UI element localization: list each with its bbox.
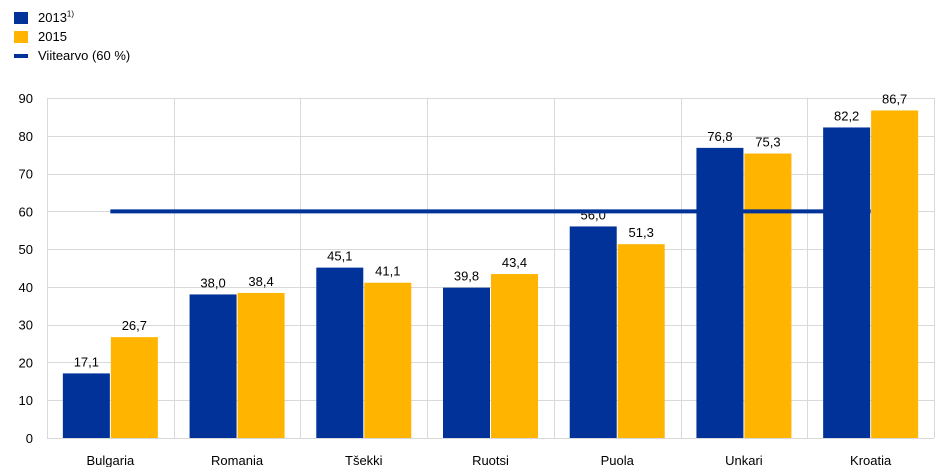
bar-2015 [744,153,792,439]
y-tick-label: 30 [19,318,33,333]
data-label: 26,7 [122,318,147,333]
data-label: 38,0 [200,275,225,290]
legend-label-2015: 2015 [38,29,67,44]
legend-swatch-2015 [14,30,28,43]
y-tick-label: 0 [26,431,33,446]
legend-item-2013: 20131) [14,8,130,27]
data-label: 76,8 [707,129,732,144]
y-tick-label: 80 [19,129,33,144]
data-label: 75,3 [755,135,780,150]
data-label: 86,7 [882,91,907,106]
data-label: 39,8 [454,269,479,284]
bar-2015 [871,110,919,438]
legend: 20131) 2015 Viitearvo (60 %) [14,8,130,65]
y-axis-ticks: 0 10 20 30 40 50 60 70 80 90 [19,91,33,446]
legend-item-2015: 2015 [14,27,130,46]
x-tick-label: Bulgaria [87,453,135,467]
data-label: 51,3 [629,225,654,240]
data-label: 43,4 [502,255,527,270]
y-tick-label: 50 [19,242,33,257]
y-tick-label: 10 [19,393,33,408]
bars [62,110,919,439]
y-tick-label: 20 [19,355,33,370]
data-label: 17,1 [74,354,99,369]
y-tick-label: 90 [19,91,33,106]
legend-label-2013: 20131) [38,9,75,25]
grid-lines [47,98,935,439]
bar-2013 [696,147,744,438]
x-axis-ticks: Bulgaria Romania Tšekki Ruotsi Puola Unkari Kr… [87,453,892,467]
legend-item-reference: Viitearvo (60 %) [14,46,130,65]
x-tick-label: Ruotsi [472,453,509,467]
bar-2015 [110,337,158,438]
data-label: 38,4 [248,274,273,289]
data-label: 45,1 [327,249,352,264]
legend-swatch-reference [14,53,28,58]
legend-label-reference: Viitearvo (60 %) [38,48,131,63]
data-label: 82,2 [834,108,859,123]
x-tick-label: Puola [601,453,635,467]
bar-2015 [364,282,412,438]
x-tick-label: Romania [211,453,264,467]
y-tick-label: 40 [19,280,33,295]
x-tick-label: Tšekki [345,453,383,467]
y-tick-label: 70 [19,167,33,182]
bar-2015 [617,244,665,438]
data-label: 41,1 [375,264,400,279]
bar-2013 [569,226,617,438]
bar-2013 [823,127,871,438]
x-tick-label: Unkari [725,453,763,467]
bar-2013 [189,294,237,438]
bar-2015 [237,292,285,438]
bar-2013 [316,267,364,438]
bar-2013 [62,373,110,438]
legend-swatch-2013 [14,11,28,24]
x-tick-label: Kroatia [850,453,892,467]
y-tick-label: 60 [19,204,33,219]
bar-2015 [491,274,538,438]
bar-2013 [443,287,490,438]
